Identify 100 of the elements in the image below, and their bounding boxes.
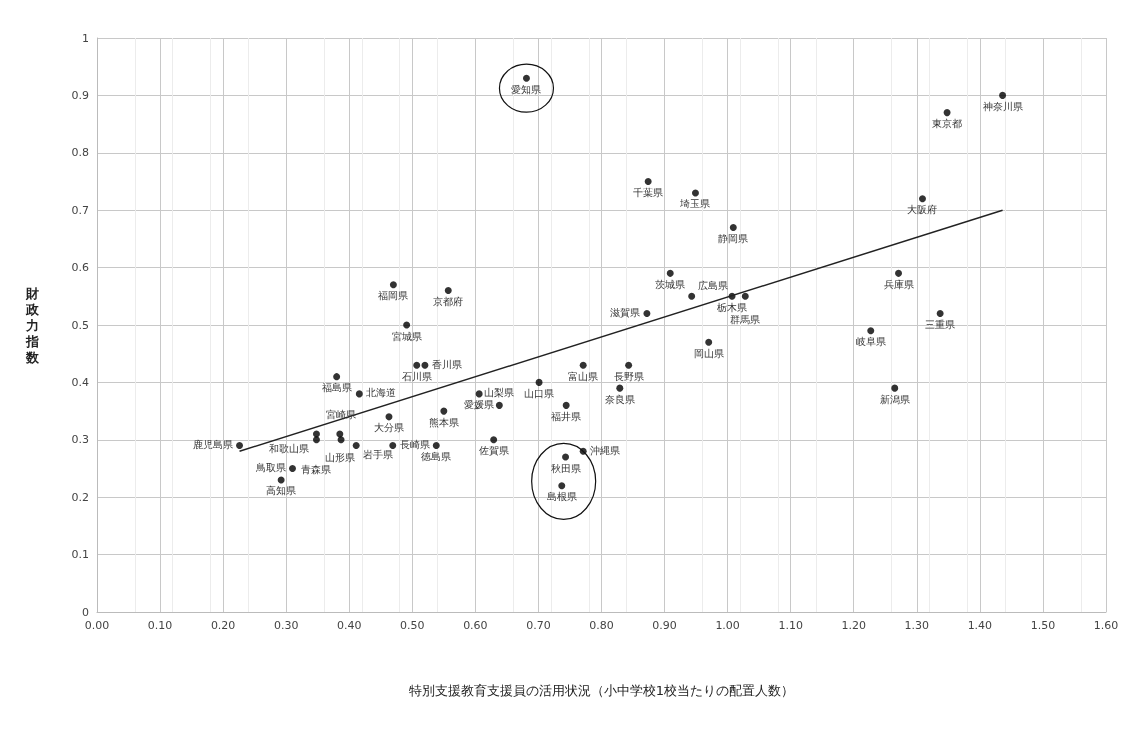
point — [562, 401, 570, 409]
annotation: 山梨県 — [484, 386, 515, 398]
y-tick-label: 1 — [82, 31, 89, 45]
y-axis-title: 財政力指数 — [25, 285, 40, 365]
annotation: 高知県 — [266, 485, 297, 497]
y-tick-label: 0.5 — [71, 318, 89, 332]
x-tick-label: 0.00 — [84, 619, 110, 632]
point — [729, 223, 737, 231]
y-tick-label: 0.9 — [71, 88, 89, 102]
x-tick-label: 0.90 — [652, 619, 677, 632]
point — [558, 482, 566, 490]
annotation: 北海道 — [366, 387, 397, 399]
point — [919, 195, 926, 203]
annotation: 奈良県 — [604, 393, 635, 405]
annotation: 愛媛県 — [464, 399, 495, 411]
point — [236, 442, 244, 450]
annotation: 静岡県 — [718, 232, 749, 244]
x-tick-label: 0.50 — [400, 619, 425, 632]
point — [444, 287, 452, 295]
point — [289, 465, 296, 472]
point — [535, 378, 543, 386]
x-tick-label: 0.30 — [273, 619, 299, 632]
annotation: 岐阜県 — [855, 336, 886, 348]
x-tick-label: 0.80 — [589, 619, 614, 632]
y-tick-label: 0.8 — [71, 146, 89, 160]
annotation: 岩手県 — [362, 449, 393, 461]
annotation: 三重県 — [925, 319, 956, 331]
annotation: 鹿児島県 — [192, 439, 233, 451]
annotation: 香川県 — [431, 358, 462, 370]
annotation: 兵庫県 — [883, 278, 914, 290]
y-tick-label: 0.6 — [71, 261, 89, 275]
annotation: 福島県 — [321, 382, 352, 394]
annotation: 滋賀県 — [610, 307, 641, 319]
y-tick-label: 0.1 — [71, 548, 89, 562]
annotation: 岡山県 — [693, 347, 724, 359]
point — [644, 178, 652, 185]
point — [616, 384, 624, 392]
point — [421, 361, 429, 369]
x-tick-label: 0.70 — [526, 619, 551, 632]
annotation: 栃木県 — [717, 301, 748, 313]
annotation: 石川県 — [401, 370, 432, 382]
annotation: 大分県 — [373, 422, 404, 434]
point — [312, 436, 320, 444]
annotation: 宮城県 — [391, 330, 422, 342]
annotation: 富山県 — [568, 370, 599, 382]
point — [413, 361, 421, 369]
point — [705, 338, 713, 346]
annotation: 青森県 — [301, 463, 332, 475]
point — [432, 442, 440, 450]
point — [666, 269, 674, 277]
annotation: 大阪府 — [907, 204, 938, 216]
annotation: 群馬県 — [730, 313, 761, 325]
annotation: 新潟県 — [879, 393, 910, 405]
point — [741, 292, 749, 300]
annotation: 茨城県 — [655, 278, 686, 290]
x-tick-label: 1.00 — [715, 619, 740, 632]
point — [522, 74, 530, 82]
annotation: 鳥取県 — [254, 462, 286, 473]
point — [895, 269, 903, 277]
point — [389, 442, 397, 450]
annotation: 埼玉県 — [679, 198, 711, 210]
point — [943, 109, 951, 117]
point — [490, 436, 498, 444]
point — [625, 361, 633, 369]
annotation: 島根県 — [546, 491, 577, 503]
point — [352, 442, 360, 450]
annotation: 長崎県 — [399, 439, 430, 451]
annotation: 秋田県 — [550, 462, 581, 474]
point — [385, 413, 393, 421]
point — [688, 292, 696, 300]
point — [403, 321, 411, 329]
point — [936, 310, 944, 318]
annotation: 和歌山県 — [269, 443, 310, 455]
point — [891, 384, 899, 392]
point — [440, 407, 448, 415]
point — [691, 189, 699, 197]
y-tick-label: 0.3 — [71, 433, 89, 447]
point — [475, 390, 483, 398]
annotation: 東京都 — [932, 118, 963, 130]
x-tick-label: 1.50 — [1030, 619, 1056, 632]
point — [579, 361, 587, 369]
point — [333, 373, 341, 381]
annotation: 熊本県 — [428, 416, 459, 428]
x-tick-label: 0.40 — [337, 619, 362, 632]
x-tick-label: 0.20 — [210, 619, 236, 632]
annotation: 沖縄県 — [589, 444, 620, 456]
annotation: 愛知県 — [511, 83, 542, 95]
annotation: 福岡県 — [378, 290, 409, 302]
y-tick-label: 0.4 — [71, 375, 89, 389]
point — [562, 453, 570, 461]
point — [999, 91, 1007, 99]
annotation: 山口県 — [524, 387, 555, 399]
point — [337, 436, 345, 444]
annotation: 佐賀県 — [478, 445, 509, 457]
point — [643, 310, 651, 318]
annotation: 広島県 — [698, 279, 729, 291]
x-axis-title: 特別支援教育支援員の活用状況（小中学校1校当たりの配置人数） — [408, 682, 795, 698]
annotation: 千葉県 — [633, 187, 664, 198]
y-tick-label: 0.2 — [71, 490, 89, 504]
y-tick-label: 0.7 — [71, 203, 89, 217]
